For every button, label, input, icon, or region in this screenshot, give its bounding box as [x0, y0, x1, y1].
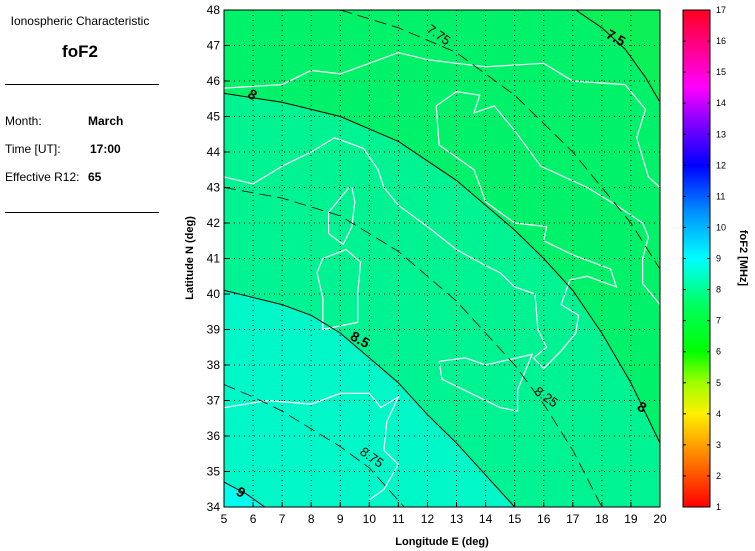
colorbar-tick-label: 9	[716, 254, 721, 264]
y-tick-label: 34	[207, 500, 221, 514]
month-label: Month:	[5, 114, 42, 128]
y-tick-label: 38	[207, 358, 221, 372]
y-tick-label: 42	[207, 216, 221, 230]
coastline	[316, 248, 362, 331]
region-7.5-8	[224, 10, 660, 444]
colorbar-tick-label: 3	[716, 440, 721, 450]
y-tick-label: 43	[207, 181, 221, 195]
colorbar-tick-label: 1	[716, 502, 721, 512]
y-tick-label: 40	[207, 287, 221, 301]
colorbar-tick-label: 15	[716, 67, 726, 77]
characteristic-title: Ionospheric Characteristic	[10, 14, 150, 28]
time-value: 17:00	[90, 142, 121, 156]
x-tick-label: 11	[392, 512, 405, 526]
coastline	[224, 392, 400, 501]
y-axis-label: Latitude N (deg)	[184, 216, 196, 300]
y-tick-label: 39	[207, 323, 221, 337]
y-tick-label: 36	[207, 429, 221, 443]
time-label: Time [UT]:	[5, 142, 61, 156]
colorbar	[682, 9, 711, 508]
y-tick-label: 45	[207, 110, 221, 124]
divider	[5, 84, 159, 85]
region-8.5-9	[224, 290, 515, 507]
colorbar-tick-label: 5	[716, 378, 721, 388]
colorbar-tick-label: 13	[716, 129, 726, 139]
x-tick-label: 13	[450, 512, 464, 526]
colorbar-tick-label: 4	[716, 409, 721, 419]
colorbar-tick-label: 17	[716, 5, 726, 15]
r12-label: Effective R12:	[5, 170, 80, 184]
contour-line-8.5	[224, 289, 516, 507]
x-tick-label: 20	[653, 512, 667, 526]
x-tick-label: 17	[566, 512, 580, 526]
colorbar-tick-label: 6	[716, 347, 721, 357]
x-tick-label: 9	[337, 512, 344, 526]
region-below-7.5	[575, 10, 660, 103]
contour-line-8.75	[224, 384, 405, 507]
y-tick-label: 35	[207, 465, 221, 479]
colorbar-tick-label: 12	[716, 160, 726, 170]
x-tick-label: 19	[624, 512, 638, 526]
coastline	[438, 353, 534, 412]
coastline	[328, 187, 356, 246]
coastline	[224, 51, 660, 188]
contour-line-9	[224, 481, 265, 507]
x-tick-label: 16	[537, 512, 551, 526]
x-tick-label: 8	[308, 512, 315, 526]
month-value: March	[88, 114, 124, 128]
contour-line-8.25	[224, 187, 603, 507]
y-tick-label: 46	[207, 74, 221, 88]
x-tick-label: 14	[479, 512, 493, 526]
coastline	[224, 90, 660, 370]
x-tick-label: 12	[421, 512, 435, 526]
colorbar-tick-label: 11	[716, 191, 725, 201]
r12-value: 65	[88, 170, 102, 184]
y-tick-label: 44	[207, 145, 221, 159]
x-tick-label: 15	[508, 512, 522, 526]
colorbar-label: foF2 [MHz]	[737, 230, 749, 287]
colorbar-tick-label: 8	[716, 285, 721, 295]
x-tick-label: 6	[250, 512, 257, 526]
colorbar-tick-label: 2	[716, 471, 721, 481]
x-tick-label: 10	[363, 512, 377, 526]
y-tick-label: 48	[207, 3, 221, 17]
contour-line-7.75	[340, 10, 660, 270]
region-above-9	[224, 482, 265, 507]
y-tick-label: 47	[207, 39, 221, 53]
parameter-name: foF2	[62, 42, 98, 61]
colorbar-tick-label: 16	[716, 36, 726, 46]
contour-line-8	[224, 92, 660, 444]
x-tick-label: 18	[595, 512, 609, 526]
colorbar-tick-label: 14	[716, 98, 726, 108]
x-axis-label: Longitude E (deg)	[395, 536, 489, 548]
y-tick-label: 37	[207, 394, 221, 408]
colorbar-tick-label: 7	[716, 316, 721, 326]
colorbar-tick-label: 10	[716, 222, 726, 232]
divider	[5, 212, 159, 213]
x-tick-label: 7	[279, 512, 286, 526]
contour-line-7.5	[575, 10, 660, 103]
x-tick-label: 5	[221, 512, 228, 526]
y-tick-label: 41	[207, 252, 221, 266]
